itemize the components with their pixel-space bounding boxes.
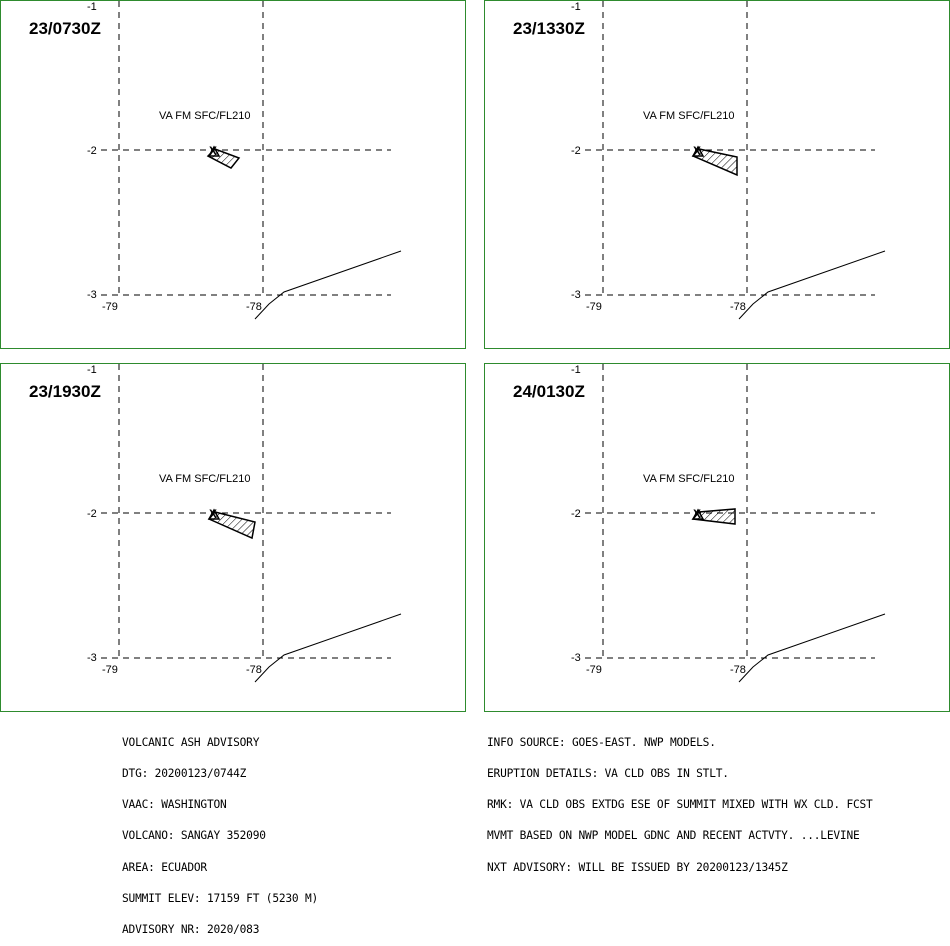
forecast-time-label: 23/1330Z — [513, 19, 585, 38]
lon-label-east: -78 — [246, 664, 262, 676]
advisory-line: NXT ADVISORY: WILL BE ISSUED BY 20200123… — [487, 860, 788, 874]
lat-label-mid: -2 — [87, 145, 97, 157]
lat-label-bottom: -3 — [87, 289, 97, 301]
volcano-marker: X — [693, 507, 701, 521]
lon-label-east: -78 — [246, 301, 262, 313]
lon-label-west: -79 — [586, 301, 602, 313]
coastline — [738, 613, 886, 683]
lon-label-west: -79 — [102, 664, 118, 676]
advisory-line: ADVISORY NR: 2020/083 — [122, 923, 260, 937]
forecast-time-label: 23/0730Z — [29, 19, 101, 38]
advisory-line: SUMMIT ELEV: 17159 FT (5230 M) — [122, 891, 319, 905]
advisory-details-block: INFO SOURCE: GOES-EAST. NWP MODELS. ERUP… — [487, 717, 873, 883]
flight-level-label: VA FM SFC/FL210 — [643, 110, 735, 122]
map-panel-2: -1 -2 -3 -79 -78 VA FM SFC/FL210 X 23/13… — [484, 0, 950, 349]
advisory-line: AREA: ECUADOR — [122, 860, 207, 874]
ash-cloud-area — [691, 508, 736, 525]
advisory-line: RMK: VA CLD OBS EXTDG ESE OF SUMMIT MIXE… — [487, 798, 873, 812]
lat-label-mid: -2 — [571, 145, 581, 157]
advisory-line: VOLCANO: SANGAY 352090 — [122, 829, 266, 843]
lat-label-top: -1 — [87, 1, 97, 13]
lat-label-mid: -2 — [571, 508, 581, 520]
volcano-symbol — [207, 508, 221, 520]
volcano-marker: X — [693, 144, 701, 158]
volcano-symbol — [691, 145, 705, 157]
flight-level-label: VA FM SFC/FL210 — [159, 110, 251, 122]
map-panel-1: -1 -2 -3 -79 -78 VA FM SFC/FL210 X 23/07… — [0, 0, 466, 349]
lat-label-bottom: -3 — [571, 652, 581, 664]
advisory-line: INFO SOURCE: GOES-EAST. NWP MODELS. — [487, 735, 716, 749]
ash-cloud-area — [206, 148, 241, 169]
map-graphic: -1 -2 -3 -79 -78 VA FM SFC/FL210 X — [571, 1, 886, 320]
advisory-line: MVMT BASED ON NWP MODEL GDNC AND RECENT … — [487, 829, 860, 843]
lon-label-east: -78 — [730, 301, 746, 313]
map-panel-4: -1 -2 -3 -79 -78 VA FM SFC/FL210 X 24/01… — [484, 363, 950, 712]
advisory-line: VOLCANIC ASH ADVISORY — [122, 735, 260, 749]
coastline — [254, 250, 402, 320]
lon-label-east: -78 — [730, 664, 746, 676]
map-graphic: -1 -2 -3 -79 -78 VA FM SFC/FL210 X — [87, 1, 402, 320]
coastline — [254, 613, 402, 683]
ash-cloud-area — [691, 148, 738, 177]
lat-label-bottom: -3 — [571, 289, 581, 301]
volcano-symbol — [207, 145, 221, 157]
map-graphic: -1 -2 -3 -79 -78 VA FM SFC/FL210 X — [87, 364, 402, 683]
lon-label-west: -79 — [586, 664, 602, 676]
advisory-line: VAAC: WASHINGTON — [122, 798, 227, 812]
volcano-symbol — [691, 508, 705, 520]
lat-label-top: -1 — [87, 364, 97, 376]
advisory-header-block: VOLCANIC ASH ADVISORY DTG: 20200123/0744… — [122, 717, 318, 946]
coastline — [738, 250, 886, 320]
lon-label-west: -79 — [102, 301, 118, 313]
map-panel-3: -1 -2 -3 -79 -78 VA FM SFC/FL210 X 23/19… — [0, 363, 466, 712]
lat-label-top: -1 — [571, 1, 581, 13]
advisory-line: DTG: 20200123/0744Z — [122, 767, 247, 781]
advisory-line: ERUPTION DETAILS: VA CLD OBS IN STLT. — [487, 767, 729, 781]
lat-label-mid: -2 — [87, 508, 97, 520]
map-graphic: -1 -2 -3 -79 -78 VA FM SFC/FL210 X — [571, 364, 886, 683]
ash-cloud-area — [207, 511, 256, 540]
forecast-time-label: 23/1930Z — [29, 382, 101, 401]
lat-label-top: -1 — [571, 364, 581, 376]
lat-label-bottom: -3 — [87, 652, 97, 664]
flight-level-label: VA FM SFC/FL210 — [159, 473, 251, 485]
volcano-marker: X — [209, 507, 217, 521]
forecast-time-label: 24/0130Z — [513, 382, 585, 401]
volcano-marker: X — [209, 144, 217, 158]
flight-level-label: VA FM SFC/FL210 — [643, 473, 735, 485]
